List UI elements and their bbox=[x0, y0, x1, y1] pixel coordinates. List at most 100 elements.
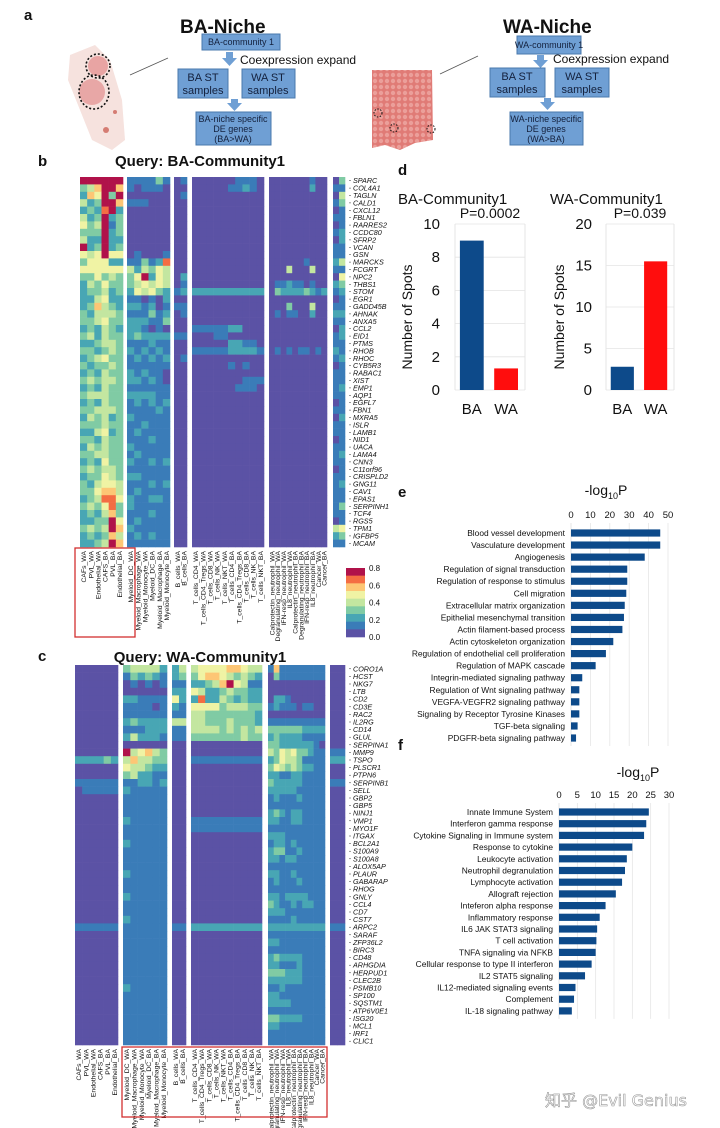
heatmap-cell bbox=[286, 384, 293, 392]
heatmap-cell bbox=[191, 900, 199, 909]
gene-label: BCL2A1 bbox=[353, 839, 380, 848]
heatmap-cell bbox=[87, 288, 95, 296]
heatmap-cell bbox=[268, 953, 274, 962]
heatmap-cell bbox=[219, 953, 227, 962]
heatmap-cell bbox=[134, 369, 142, 378]
enrichment-bar bbox=[559, 972, 586, 980]
heatmap-cell bbox=[254, 741, 263, 749]
pathway-label: IL6 JAK STAT3 signaling bbox=[461, 924, 553, 934]
heatmap-cell bbox=[249, 273, 258, 281]
wa-st-label-2: samples bbox=[562, 84, 603, 96]
heatmap-cell bbox=[315, 325, 322, 333]
heatmap-cell bbox=[212, 771, 220, 780]
heatmap-cell bbox=[162, 473, 171, 481]
gene-label: PLAUR bbox=[353, 870, 377, 879]
heatmap-cell bbox=[333, 495, 340, 503]
heatmap-cell bbox=[179, 665, 187, 673]
heatmap-cell bbox=[179, 931, 187, 939]
heatmap-cell bbox=[226, 953, 234, 962]
heatmap-cell bbox=[108, 228, 117, 237]
heatmap-cell bbox=[191, 779, 199, 787]
heatmap-cell bbox=[115, 221, 124, 230]
heatmap-cell bbox=[152, 748, 160, 757]
heatmap-cell bbox=[296, 680, 303, 689]
heatmap-cell bbox=[337, 923, 346, 932]
heatmap-cell bbox=[292, 524, 299, 533]
heatmap-cell bbox=[220, 524, 229, 533]
heatmap-cell bbox=[235, 325, 243, 333]
heatmap-cell bbox=[212, 1037, 220, 1046]
heatmap-cell bbox=[303, 517, 310, 526]
heatmap-cell bbox=[292, 473, 299, 481]
heatmap-cell bbox=[330, 680, 338, 689]
heatmap-cell bbox=[298, 199, 305, 207]
heatmap-cell bbox=[333, 302, 340, 311]
heatmap-cell bbox=[269, 487, 276, 496]
heatmap-cell bbox=[179, 893, 187, 901]
heatmap-cell bbox=[101, 376, 109, 385]
heatmap-cell bbox=[303, 428, 310, 437]
heatmap-cell bbox=[75, 855, 83, 863]
heatmap-cell bbox=[75, 801, 83, 810]
heatmap-cell bbox=[199, 317, 207, 326]
heatmap-cell bbox=[141, 236, 149, 244]
heatmap-cell bbox=[94, 450, 102, 459]
heatmap-cell bbox=[155, 532, 164, 540]
heatmap-cell bbox=[101, 184, 109, 193]
heatmap-cell bbox=[333, 473, 340, 481]
heatmap-cell bbox=[80, 199, 88, 207]
heatmap-cell bbox=[192, 369, 200, 378]
heatmap-cell bbox=[137, 847, 146, 856]
heatmap-cell bbox=[307, 801, 314, 810]
heatmap-cell bbox=[273, 741, 280, 749]
heatmap-cell bbox=[337, 961, 346, 970]
heatmap-cell bbox=[75, 1037, 83, 1046]
heatmap-cell bbox=[269, 214, 276, 222]
heatmap-cell bbox=[319, 976, 326, 985]
heatmap-cell bbox=[240, 862, 249, 871]
heatmap-cell bbox=[148, 354, 156, 363]
wa-niche-title: WA-Niche bbox=[503, 17, 592, 38]
heatmap-cell bbox=[212, 915, 220, 924]
heatmap-cell bbox=[155, 502, 164, 511]
heatmap-cell bbox=[94, 265, 102, 274]
ba-result-line-3: (BA>WA) bbox=[214, 134, 251, 144]
heatmap-cell bbox=[315, 236, 322, 244]
heatmap-cell bbox=[321, 532, 328, 540]
heatmap-cell bbox=[130, 710, 138, 719]
heatmap-cell bbox=[309, 436, 316, 444]
heatmap-cell bbox=[192, 539, 200, 548]
heatmap-cell bbox=[162, 184, 171, 193]
heatmap-cell bbox=[148, 332, 156, 341]
pathway-label: Allograft rejection bbox=[488, 889, 553, 899]
heatmap-cell bbox=[94, 258, 102, 267]
heatmap-cell bbox=[199, 532, 207, 540]
heatmap-cell bbox=[313, 832, 320, 841]
heatmap-cell bbox=[155, 369, 164, 378]
heatmap-cell bbox=[226, 1037, 234, 1046]
heatmap-cell bbox=[94, 236, 102, 244]
heatmap-cell bbox=[298, 524, 305, 533]
heatmap-cell bbox=[127, 325, 135, 333]
heatmap-cell bbox=[228, 428, 236, 437]
heatmap-cell bbox=[87, 391, 95, 400]
heatmap-cell bbox=[321, 539, 328, 548]
heatmap-cell bbox=[96, 725, 104, 734]
heatmap-cell bbox=[137, 680, 146, 689]
heatmap-cell bbox=[148, 184, 156, 193]
heatmap-cell bbox=[199, 214, 207, 222]
heatmap-cell bbox=[240, 824, 249, 833]
heatmap-cell bbox=[313, 824, 320, 833]
heatmap-cell bbox=[148, 310, 156, 318]
heatmap-cell bbox=[87, 539, 95, 548]
heatmap-cell bbox=[274, 436, 281, 444]
heatmap-cell bbox=[296, 877, 303, 886]
x-axis-title-subscript: 10 bbox=[608, 491, 618, 501]
heatmap-cell bbox=[247, 817, 256, 825]
heatmap-cell bbox=[123, 938, 131, 947]
heatmap-cell bbox=[199, 450, 207, 459]
heatmap-cell bbox=[82, 991, 90, 1000]
heatmap-cell bbox=[192, 480, 200, 489]
heatmap-cell bbox=[339, 413, 346, 422]
heatmap-cell bbox=[302, 1007, 309, 1015]
